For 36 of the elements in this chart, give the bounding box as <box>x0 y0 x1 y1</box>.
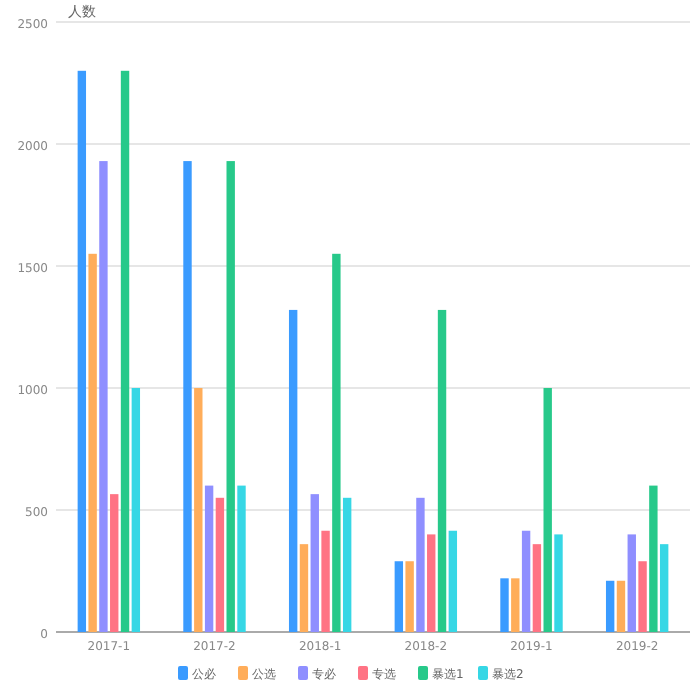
bar <box>500 578 509 632</box>
bar <box>299 544 309 632</box>
bar <box>511 578 520 632</box>
bar <box>204 485 214 632</box>
bar <box>437 309 447 632</box>
bar <box>521 530 531 632</box>
bar <box>88 253 97 632</box>
bar <box>532 544 542 632</box>
bar <box>131 388 141 632</box>
bar <box>77 70 87 632</box>
bar <box>237 485 246 632</box>
bar <box>110 494 119 632</box>
bar <box>448 530 458 632</box>
bar <box>120 70 130 632</box>
bar <box>638 561 647 632</box>
bar <box>342 497 352 632</box>
bar <box>427 534 436 632</box>
bar <box>416 497 425 632</box>
bar <box>288 309 298 632</box>
bar <box>394 561 404 632</box>
bar <box>649 485 658 632</box>
bar <box>554 534 563 632</box>
bar <box>659 544 669 632</box>
bar <box>616 580 626 632</box>
bar <box>605 580 615 632</box>
bar <box>543 388 552 632</box>
bar <box>321 530 330 632</box>
bar <box>215 497 225 632</box>
bar <box>332 253 341 632</box>
bar <box>99 161 108 632</box>
bar <box>627 534 636 632</box>
bar <box>183 161 192 632</box>
bar <box>310 494 319 632</box>
bar <box>405 561 414 632</box>
bar <box>226 161 235 632</box>
bar <box>194 388 203 632</box>
